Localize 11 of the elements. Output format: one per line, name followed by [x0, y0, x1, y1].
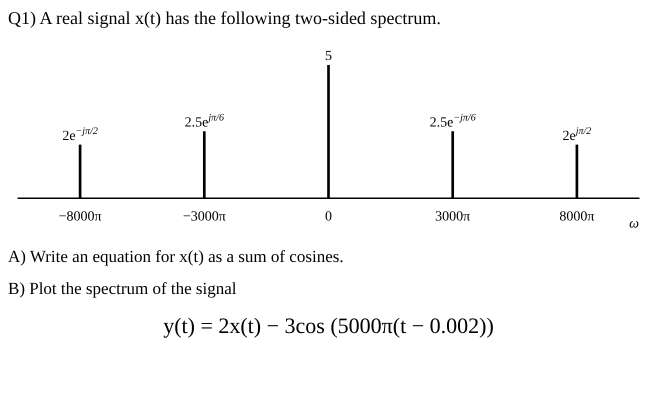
x-tick-label: −3000π: [182, 209, 226, 224]
chart-title: Q1) A real signal x(t) has the following two-sided spectrum.: [8, 8, 442, 29]
x-axis-title: ω: [629, 216, 640, 232]
x-tick-label: −8000π: [58, 209, 102, 224]
x-tick-label: 0: [325, 209, 332, 224]
text: B) Plot the spectrum of the signal: [8, 279, 238, 299]
text: A) Write an equation for x(t) as a sum of cosines.: [8, 247, 345, 267]
x-tick-label: 8000π: [559, 209, 594, 224]
data-label: 5: [325, 49, 332, 64]
text: y(t) = 2x(t) − 3cos (5000π(t − 0.002)): [162, 313, 495, 339]
x-tick-label: 3000π: [435, 209, 470, 224]
